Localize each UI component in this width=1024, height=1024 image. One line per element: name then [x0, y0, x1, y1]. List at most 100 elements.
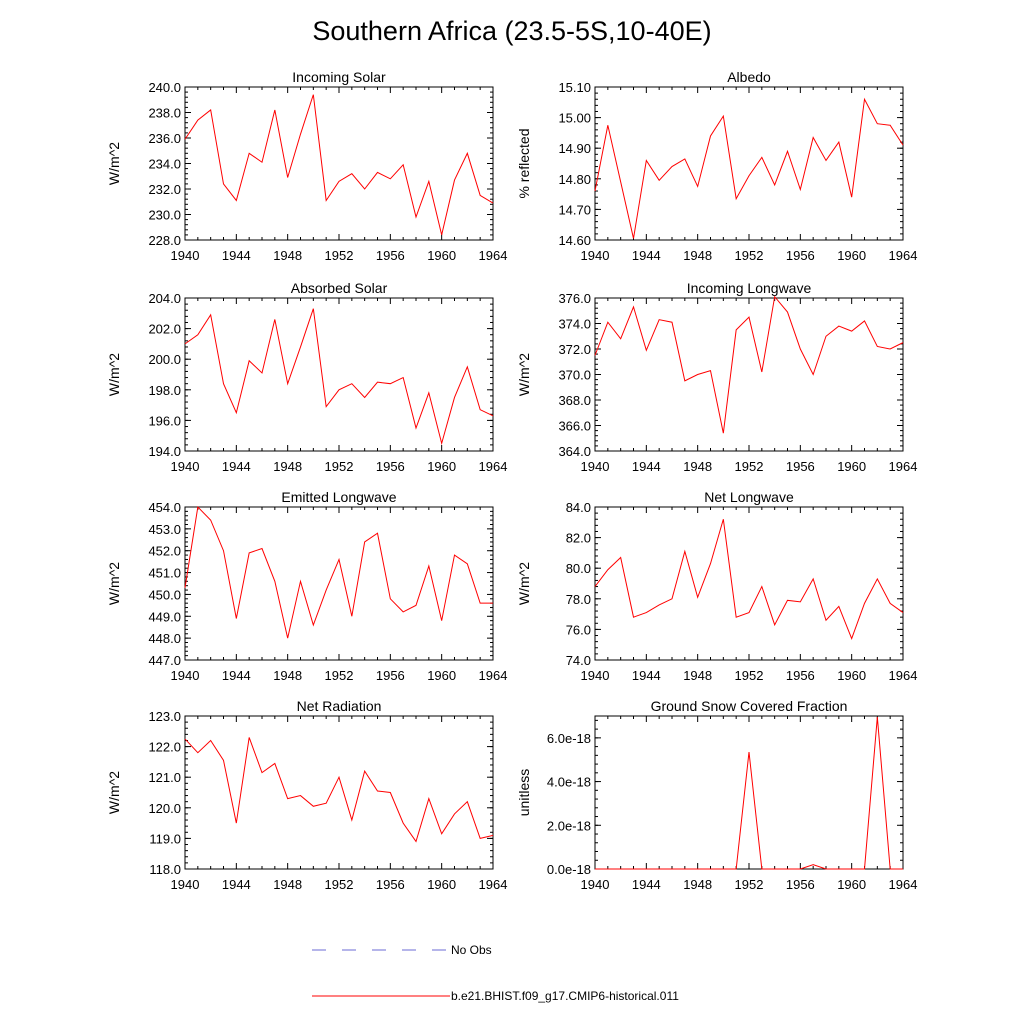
- absorbed-solar-xtick-label: 1960: [427, 459, 456, 474]
- emitted-longwave-plot-frame: [184, 506, 494, 661]
- net-longwave-ytick-label: 80.0: [566, 561, 591, 576]
- albedo-xtick-label: 1952: [735, 248, 764, 263]
- incoming-solar-xtick-label: 1944: [222, 248, 251, 263]
- incoming-longwave-ytick-label: 370.0: [558, 368, 591, 383]
- net-longwave-xtick-label: 1956: [786, 668, 815, 683]
- ground-snow-covered-fraction-xtick-label: 1940: [581, 877, 610, 892]
- ground-snow-covered-fraction-ylabel: unitless: [516, 769, 532, 816]
- ground-snow-covered-fraction-ytick-label: 0.0e-18: [547, 862, 591, 877]
- panel-net-longwave: Net Longwave 1940 1944 1948 1952 1956 1960 1964…: [516, 489, 917, 683]
- ground-snow-covered-fraction-xtick-label: 1964: [889, 877, 918, 892]
- albedo-ytick-label: 15.10: [558, 80, 591, 95]
- panel-incoming-longwave: Incoming Longwave 1940 1944 1948 1952 1956 196…: [516, 280, 917, 474]
- net-longwave-xtick-label: 1948: [683, 668, 712, 683]
- incoming-longwave-plot-frame: [594, 297, 904, 452]
- albedo-ytick-label: 15.00: [558, 111, 591, 126]
- ground-snow-covered-fraction-xtick-label: 1944: [632, 877, 661, 892]
- net-longwave-xtick-label: 1964: [889, 668, 918, 683]
- albedo-ylabel: % reflected: [516, 128, 532, 198]
- net-radiation-xtick-label: 1956: [376, 877, 405, 892]
- albedo-xtick-label: 1964: [889, 248, 918, 263]
- incoming-longwave-xtick-label: 1964: [889, 459, 918, 474]
- incoming-solar-ytick-label: 232.0: [148, 182, 181, 197]
- incoming-longwave-ytick-label: 364.0: [558, 444, 591, 459]
- net-radiation-series-line: [184, 737, 494, 843]
- albedo-plot-frame: [594, 86, 904, 241]
- albedo-ytick-label: 14.80: [558, 172, 591, 187]
- incoming-solar-xtick-label: 1948: [273, 248, 302, 263]
- incoming-longwave-xtick-label: 1956: [786, 459, 815, 474]
- absorbed-solar-xtick-label: 1956: [376, 459, 405, 474]
- ground-snow-covered-fraction-xtick-label: 1960: [837, 877, 866, 892]
- ground-snow-covered-fraction-series-line: [595, 717, 903, 870]
- ground-snow-covered-fraction-xtick-label: 1948: [683, 877, 712, 892]
- panel-albedo: Albedo 1940 1944 1948 1952 1956 1960 1964 14.60 1…: [516, 69, 917, 263]
- legend: No Obs b.e21.BHIST.f09_g17.CMIP6-histori…: [312, 943, 679, 1003]
- net-radiation-xtick-label: 1948: [273, 877, 302, 892]
- absorbed-solar-series-line: [184, 308, 494, 446]
- absorbed-solar-plot-frame: [184, 297, 494, 452]
- incoming-longwave-xtick-label: 1940: [581, 459, 610, 474]
- incoming-solar-plot-frame: [184, 86, 494, 241]
- net-longwave-ytick-label: 76.0: [566, 622, 591, 637]
- absorbed-solar-ytick-label: 198.0: [148, 383, 181, 398]
- panel-absorbed-solar: Absorbed Solar 1940 1944 1948 1952 1956 1960 19…: [106, 280, 507, 474]
- absorbed-solar-ytick-label: 204.0: [148, 291, 181, 306]
- emitted-longwave-xtick-label: 1944: [222, 668, 251, 683]
- net-longwave-xtick-label: 1944: [632, 668, 661, 683]
- emitted-longwave-xtick-label: 1940: [171, 668, 200, 683]
- panel-ground-snow-covered-fraction: Ground Snow Covered Fraction 1940 1944 1948…: [516, 698, 917, 892]
- incoming-solar-title: Incoming Solar: [292, 69, 386, 85]
- figure-title: Southern Africa (23.5-5S,10-40E): [312, 16, 711, 46]
- emitted-longwave-ytick-label: 447.0: [148, 653, 181, 668]
- emitted-longwave-ytick-label: 450.0: [148, 587, 181, 602]
- emitted-longwave-ytick-label: 451.0: [148, 566, 181, 581]
- incoming-longwave-title: Incoming Longwave: [687, 280, 812, 296]
- panel-incoming-solar: Incoming Solar 1940 1944 1948 1952 1956 1960 19…: [106, 69, 507, 263]
- incoming-longwave-xtick-label: 1948: [683, 459, 712, 474]
- net-radiation-ytick-label: 122.0: [148, 740, 181, 755]
- net-longwave-ytick-label: 82.0: [566, 531, 591, 546]
- net-radiation-xtick-label: 1964: [479, 877, 508, 892]
- albedo-xtick-label: 1948: [683, 248, 712, 263]
- absorbed-solar-ytick-label: 194.0: [148, 444, 181, 459]
- incoming-solar-ytick-label: 228.0: [148, 233, 181, 248]
- albedo-xtick-label: 1956: [786, 248, 815, 263]
- emitted-longwave-ytick-label: 452.0: [148, 544, 181, 559]
- incoming-longwave-ytick-label: 372.0: [558, 342, 591, 357]
- net-longwave-ytick-label: 74.0: [566, 653, 591, 668]
- emitted-longwave-ytick-label: 454.0: [148, 500, 181, 515]
- net-radiation-xtick-label: 1944: [222, 877, 251, 892]
- absorbed-solar-ytick-label: 200.0: [148, 352, 181, 367]
- net-longwave-xtick-label: 1960: [837, 668, 866, 683]
- panel-emitted-longwave: Emitted Longwave 1940 1944 1948 1952 1956 1960…: [106, 489, 507, 683]
- ground-snow-covered-fraction-ytick-label: 4.0e-18: [547, 775, 591, 790]
- absorbed-solar-xtick-label: 1952: [325, 459, 354, 474]
- net-radiation-ytick-label: 118.0: [149, 862, 181, 877]
- incoming-longwave-ytick-label: 366.0: [558, 419, 591, 434]
- net-longwave-title: Net Longwave: [704, 489, 794, 505]
- incoming-solar-ytick-label: 236.0: [148, 131, 181, 146]
- incoming-solar-series-line: [184, 94, 494, 236]
- ground-snow-covered-fraction-title: Ground Snow Covered Fraction: [651, 698, 848, 714]
- ground-snow-covered-fraction-ytick-label: 2.0e-18: [547, 818, 591, 833]
- panel-net-radiation: Net Radiation 1940 1944 1948 1952 1956 1960 196…: [106, 698, 507, 892]
- albedo-xtick-label: 1960: [837, 248, 866, 263]
- emitted-longwave-ytick-label: 448.0: [148, 631, 181, 646]
- legend-label-no-obs: No Obs: [451, 943, 492, 957]
- net-longwave-series-line: [594, 519, 904, 640]
- emitted-longwave-ytick-label: 449.0: [148, 609, 181, 624]
- absorbed-solar-xtick-label: 1948: [273, 459, 302, 474]
- absorbed-solar-ytick-label: 202.0: [148, 322, 181, 337]
- incoming-solar-ytick-label: 230.0: [148, 208, 181, 223]
- incoming-solar-xtick-label: 1952: [325, 248, 354, 263]
- ground-snow-covered-fraction-xtick-label: 1952: [735, 877, 764, 892]
- incoming-longwave-xtick-label: 1952: [735, 459, 764, 474]
- net-longwave-xtick-label: 1952: [735, 668, 764, 683]
- emitted-longwave-title: Emitted Longwave: [281, 489, 396, 505]
- albedo-ytick-label: 14.60: [558, 233, 591, 248]
- absorbed-solar-ytick-label: 196.0: [148, 413, 181, 428]
- incoming-solar-ytick-label: 234.0: [148, 157, 181, 172]
- albedo-series-line: [594, 97, 904, 239]
- incoming-solar-xtick-label: 1940: [171, 248, 200, 263]
